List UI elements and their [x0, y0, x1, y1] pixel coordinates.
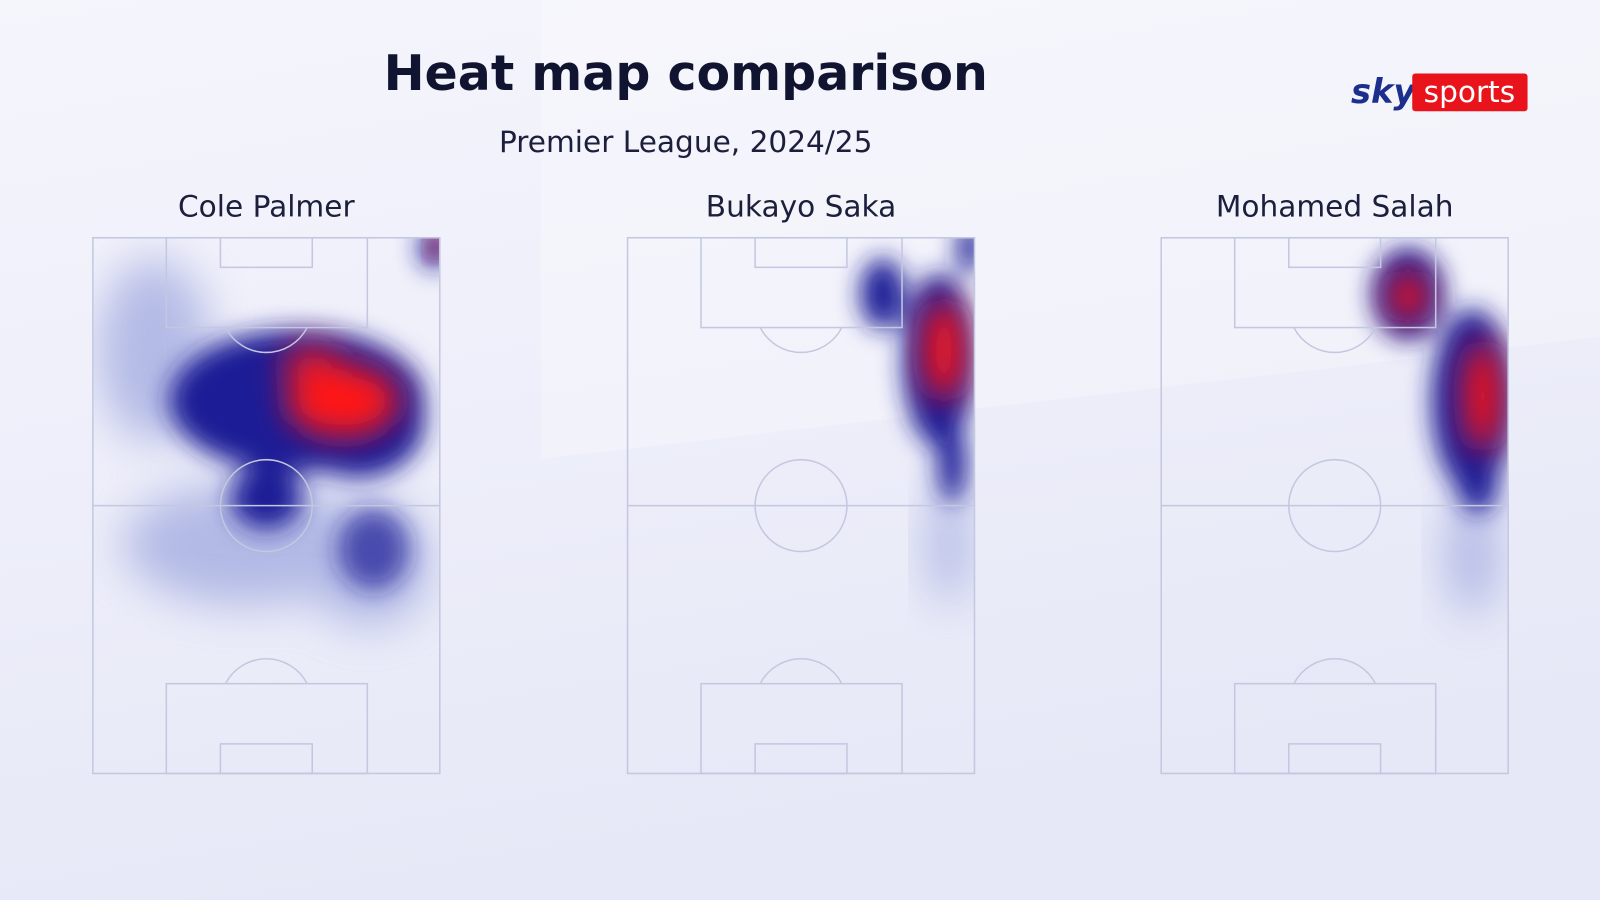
title: Heat map comparison — [384, 45, 988, 102]
pitch — [1160, 236, 1509, 775]
bg-sheen — [540, 0, 1600, 460]
heatmap — [97, 237, 440, 626]
player-name: Cole Palmer — [178, 189, 355, 223]
logo-product: sports — [1424, 75, 1515, 109]
player-name: Bukayo Saka — [706, 189, 896, 223]
pitch — [626, 236, 976, 775]
heatmap — [1372, 247, 1509, 616]
pitch — [92, 236, 441, 775]
logo-brand: sky — [1351, 72, 1417, 111]
logo: sky sports — [1351, 72, 1528, 112]
logo-badge — [1412, 73, 1528, 112]
subtitle: Premier League, 2024/25 — [499, 125, 873, 159]
heatmap — [860, 237, 975, 606]
player-name: Mohamed Salah — [1216, 189, 1454, 223]
